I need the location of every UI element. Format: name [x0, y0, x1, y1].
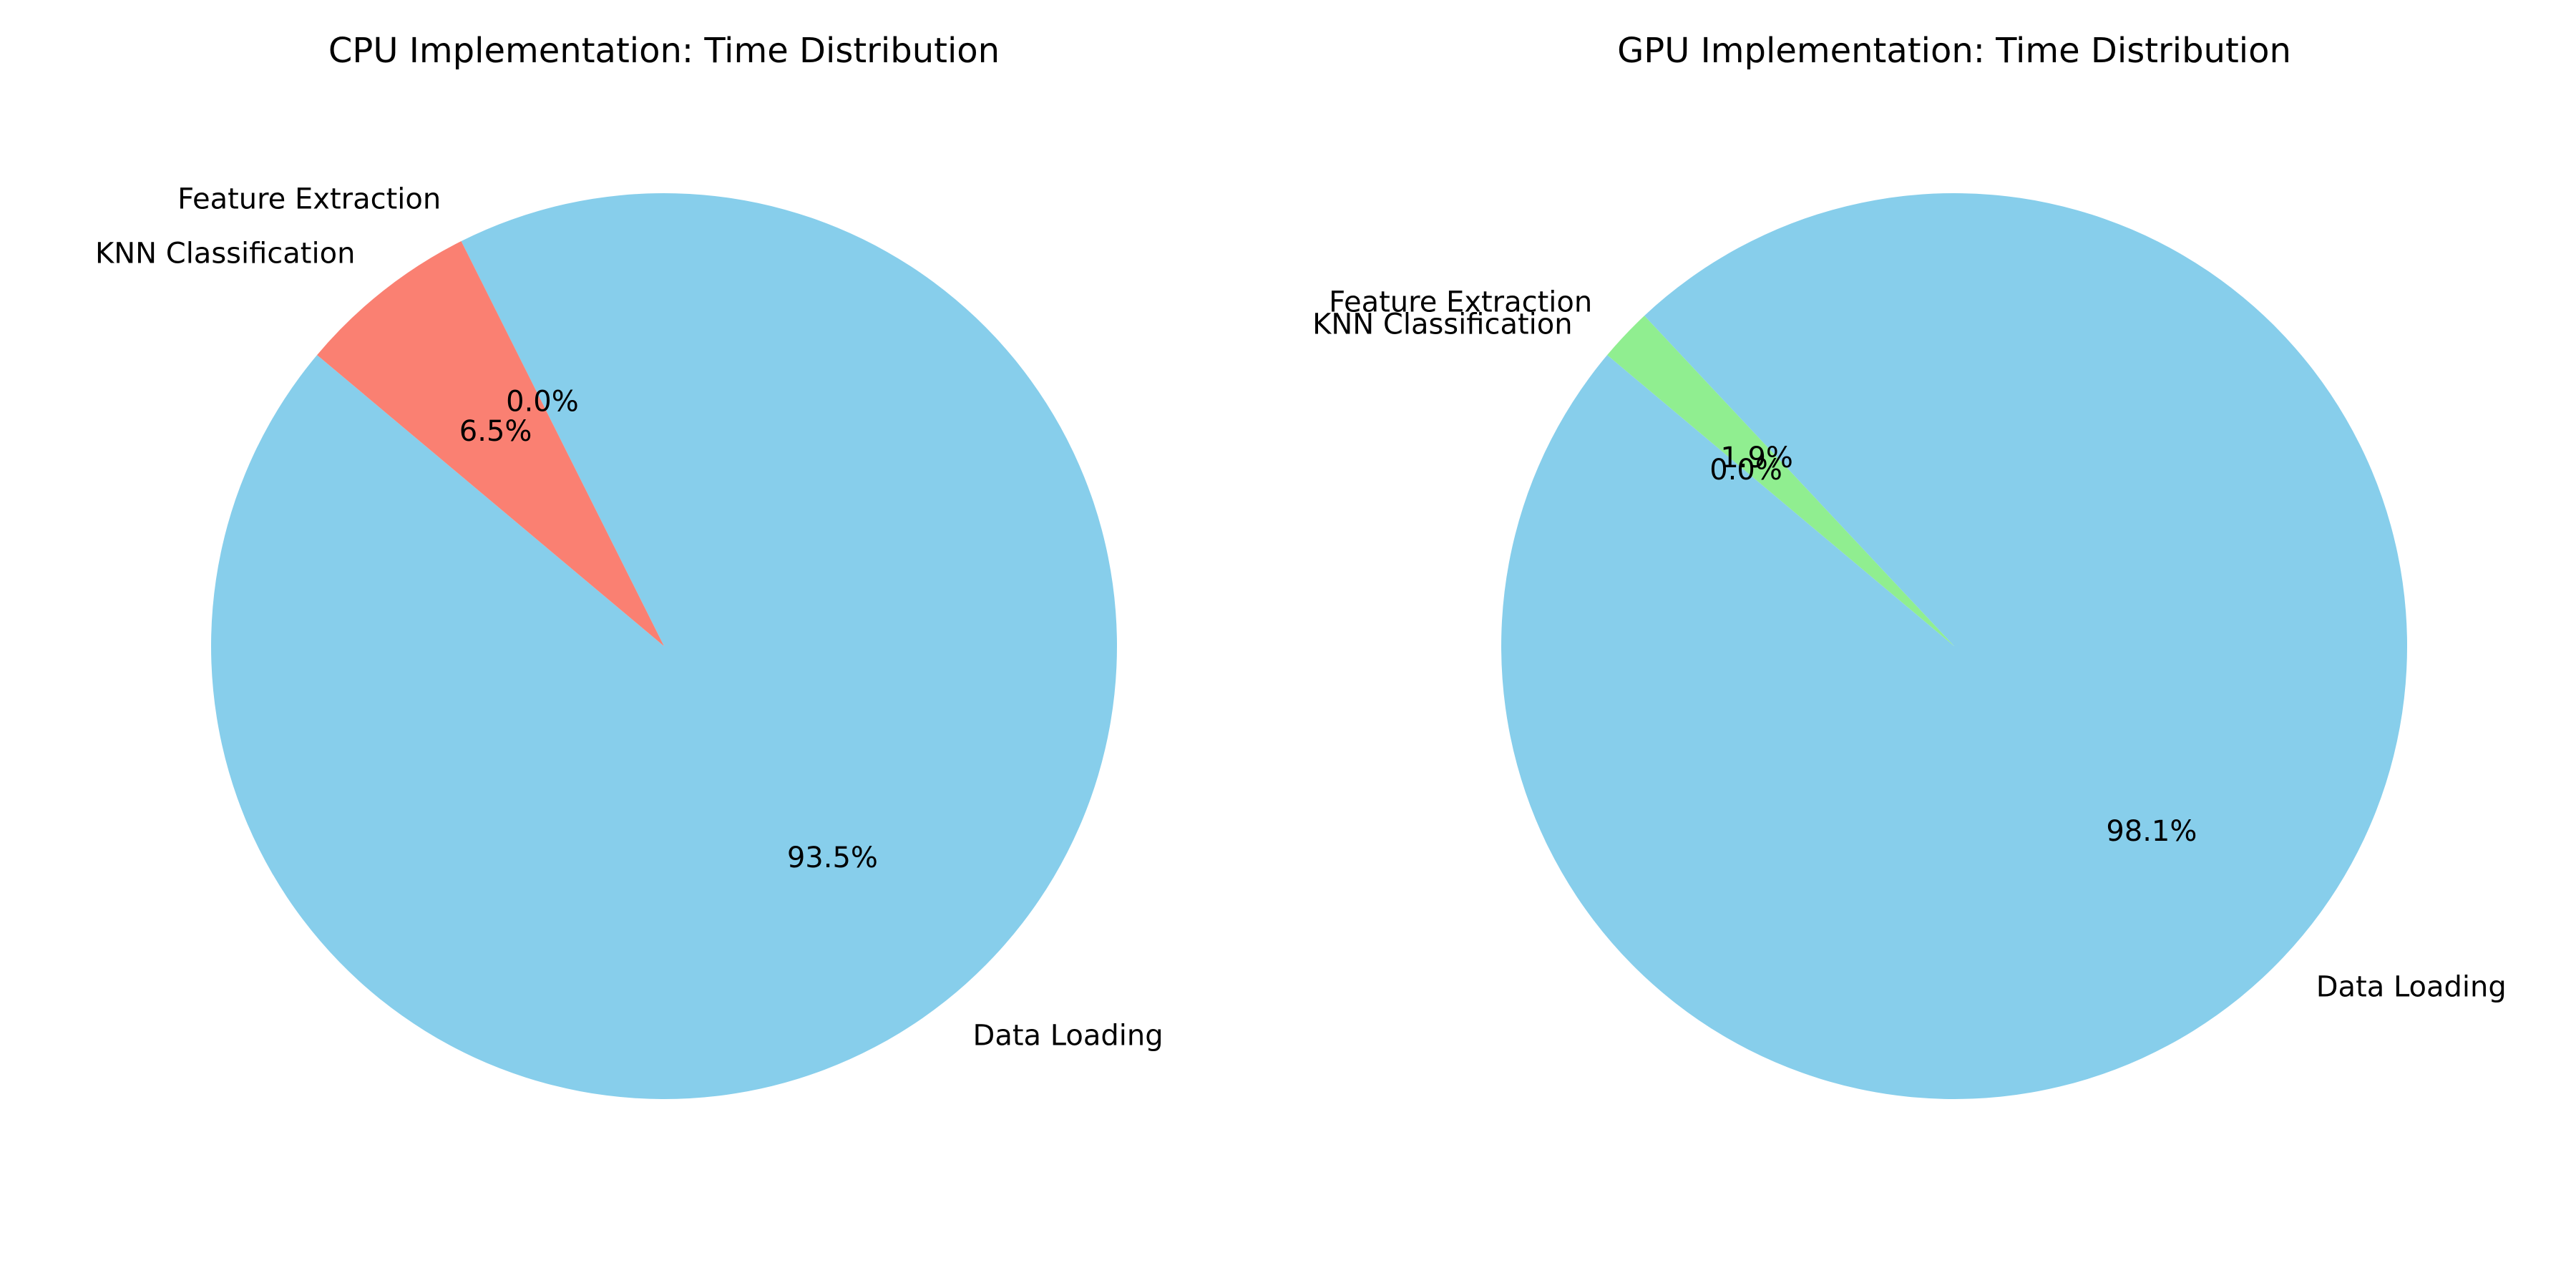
cpu-pct-data-loading: 93.5% [787, 841, 878, 874]
gpu-pie-chart: GPU Implementation: Time Distribution Da… [1312, 31, 2507, 1099]
gpu-chart-title: GPU Implementation: Time Distribution [1617, 31, 2291, 71]
cpu-label-knn-classification: KNN Classification [95, 238, 355, 270]
cpu-chart-title: CPU Implementation: Time Distribution [328, 31, 1000, 71]
gpu-slice-feature-extraction [1607, 316, 1954, 646]
gpu-label-knn-classification: KNN Classification [1312, 308, 1572, 341]
gpu-pct-feature-extraction: 1.9% [1720, 441, 1793, 474]
cpu-pct-feature-extraction: 0.0% [506, 385, 579, 418]
cpu-pie-labels: Data Loading 93.5% Feature Extraction 0.0% K… [95, 182, 1163, 1052]
gpu-label-feature-extraction: Feature Extraction [1329, 286, 1592, 318]
cpu-pie-chart: CPU Implementation: Time Distribution Da… [95, 31, 1163, 1100]
gpu-pct-knn-classification: 0.0% [1709, 454, 1782, 487]
gpu-pct-data-loading: 98.1% [2106, 815, 2197, 848]
cpu-label-data-loading: Data Loading [973, 1019, 1163, 1052]
gpu-slice-data-loading [1501, 192, 2408, 1099]
cpu-label-feature-extraction: Feature Extraction [177, 182, 441, 215]
cpu-pie-slices [210, 193, 1117, 1100]
gpu-label-data-loading: Data Loading [2316, 971, 2507, 1004]
cpu-pct-knn-classification: 6.5% [459, 415, 532, 448]
gpu-pie-slices [1501, 192, 2408, 1099]
cpu-slice-knn-classification [317, 241, 664, 646]
cpu-slice-data-loading [210, 193, 1117, 1100]
gpu-pie-labels: Data Loading 98.1% Feature Extraction 1.9% K… [1312, 286, 2507, 1003]
